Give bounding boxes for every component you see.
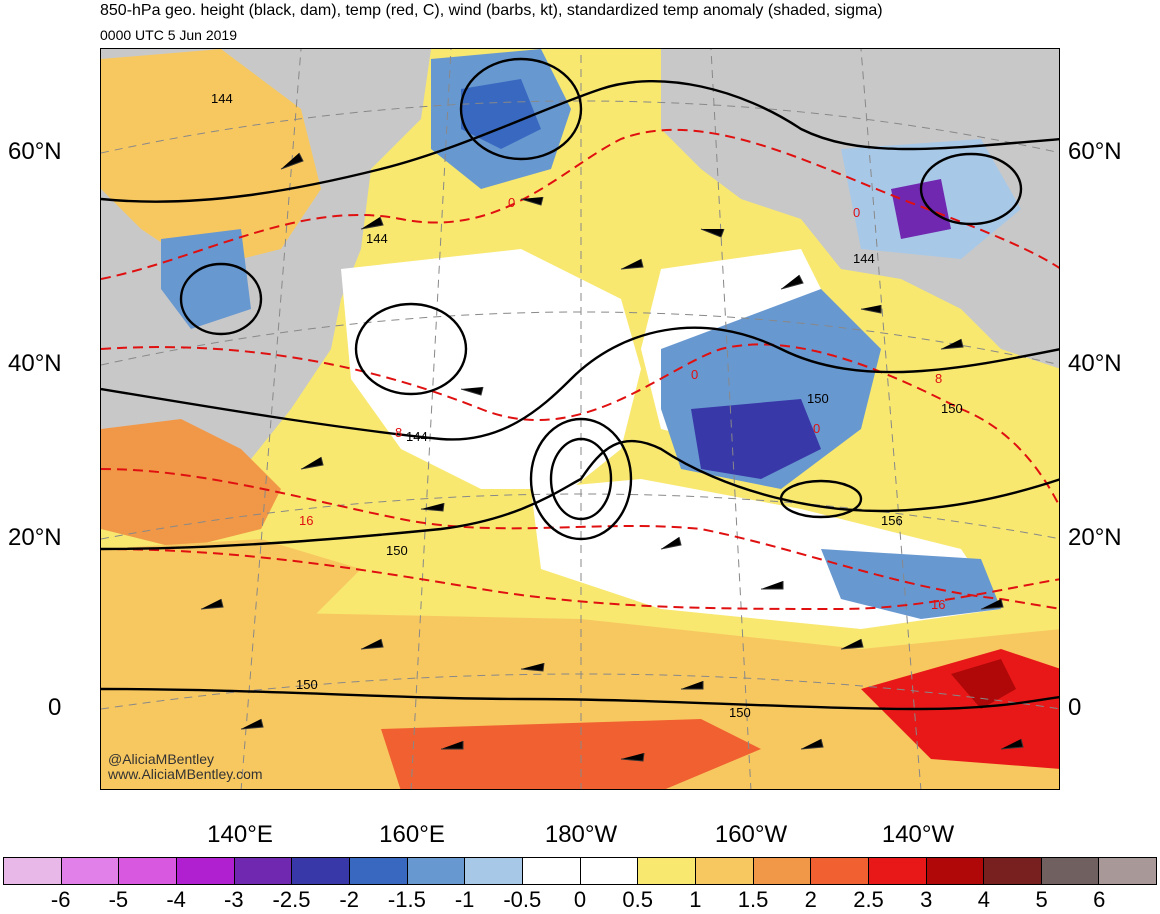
temp-contour-labels: 0 0 0 8 16 16 8 0 <box>299 195 945 612</box>
graticule <box>101 49 1059 789</box>
colorbar-swatch <box>811 858 869 884</box>
anomaly-cool-patch <box>161 229 251 329</box>
map-panel: 144 144 144 144 150 150 150 156 150 150 … <box>100 48 1060 790</box>
temperature-contours <box>101 128 1059 611</box>
colorbar-tick-label: 0.5 <box>622 887 653 912</box>
colorbar-swatch <box>580 858 639 884</box>
temp-contour-label: 0 <box>813 421 820 436</box>
lat-label-right: 0 <box>1068 694 1082 721</box>
height-contour-label: 150 <box>386 543 408 558</box>
height-contour-labels: 144 144 144 144 150 150 150 156 150 150 <box>211 91 963 720</box>
temp-contour-label: 0 <box>853 205 860 220</box>
credit-watermark: @AliciaMBentley www.AliciaMBentley.com <box>108 752 263 782</box>
height-contour-label: 144 <box>406 429 428 444</box>
colorbar-swatch <box>234 858 293 884</box>
temp-contour-label: 8 <box>395 425 402 440</box>
credit-handle: @AliciaMBentley <box>108 751 215 767</box>
anomaly-extreme-patch <box>951 659 1016 709</box>
chart-title: 850-hPa geo. height (black, dam), temp (… <box>100 2 883 19</box>
colorbar-tick-label: 6 <box>1093 887 1106 912</box>
height-contours <box>101 57 1059 711</box>
colorbar-tick-label: -2 <box>339 887 359 912</box>
colorbar-tick-label: -5 <box>108 887 129 912</box>
lat-label-right: 20°N <box>1068 524 1122 551</box>
temp-contour-label: 0 <box>508 195 515 210</box>
lat-label-right: 40°N <box>1068 350 1122 377</box>
anomaly-warm-patch <box>101 419 281 549</box>
colorbar-swatch <box>695 858 754 884</box>
lon-label: 180°W <box>544 821 618 848</box>
height-contour-label: 150 <box>807 391 829 406</box>
colorbar-tick-label: 5 <box>1035 887 1048 912</box>
height-contour-label: 144 <box>211 91 233 106</box>
anomaly-warm-patch <box>101 49 321 269</box>
colorbar-tick-label: -6 <box>50 887 71 912</box>
credit-url: www.AliciaMBentley.com <box>108 766 263 782</box>
colorbar-swatch <box>465 858 523 884</box>
colorbar-tick-label: 3 <box>920 887 933 912</box>
colorbar-tick-label: -0.5 <box>503 887 542 912</box>
lon-label: 140°W <box>881 821 955 848</box>
anomaly-colorbar <box>3 857 1157 885</box>
valid-time: 0000 UTC 5 Jun 2019 <box>100 27 237 43</box>
height-contour-label: 150 <box>296 677 318 692</box>
height-contour-label: 144 <box>853 251 875 266</box>
colorbar-swatch <box>292 858 350 884</box>
colorbar-swatch <box>176 858 235 884</box>
colorbar-swatch <box>4 858 62 884</box>
colorbar-tick-label: 2.5 <box>853 887 884 912</box>
temp-contour-label: 8 <box>935 371 942 386</box>
colorbar-tick-label: -2.5 <box>272 887 311 912</box>
map-canvas: 144 144 144 144 150 150 150 156 150 150 … <box>101 49 1059 789</box>
wind-barbs <box>200 152 1024 762</box>
colorbar-tick-label: 2 <box>804 887 817 912</box>
anomaly-cold-core <box>461 79 541 149</box>
anomaly-cold-core <box>691 399 821 479</box>
temp-contour-label: 16 <box>931 597 945 612</box>
colorbar-swatch <box>926 858 985 884</box>
temp-contour-label: 0 <box>691 367 698 382</box>
colorbar-tick-label: 0 <box>573 887 587 912</box>
lat-label-left: 40°N <box>8 350 62 377</box>
anomaly-hot-patch <box>381 719 761 789</box>
colorbar-swatch <box>1041 858 1100 884</box>
colorbar-tick-label: -1 <box>454 887 475 912</box>
colorbar-swatch <box>753 858 812 884</box>
colorbar-tick-label: -3 <box>224 887 244 912</box>
colorbar-swatch <box>638 858 696 884</box>
height-contour-label: 150 <box>941 401 963 416</box>
colorbar-tick-label: 1 <box>689 887 702 912</box>
colorbar-swatch <box>522 858 581 884</box>
height-contour-label: 150 <box>729 705 751 720</box>
lon-label: 160°W <box>714 821 788 848</box>
height-contour-label: 156 <box>881 513 903 528</box>
lat-label-left: 0 <box>48 694 62 721</box>
colorbar-swatch <box>868 858 927 884</box>
lat-label-left: 60°N <box>8 138 62 165</box>
colorbar-swatch <box>349 858 408 884</box>
colorbar-tick-label: 4 <box>977 887 991 912</box>
lat-label-left: 20°N <box>8 524 62 551</box>
temp-contour-label: 16 <box>299 513 313 528</box>
lat-label-right: 60°N <box>1068 138 1122 165</box>
colorbar-swatch <box>119 858 177 884</box>
anomaly-cold-core <box>891 179 951 239</box>
lon-label: 140°E <box>207 821 273 848</box>
colorbar-tick-label: -4 <box>166 887 186 912</box>
height-contour-label: 144 <box>366 231 388 246</box>
colorbar-swatch <box>1099 858 1157 884</box>
colorbar-tick-label: -1.5 <box>387 887 426 912</box>
anomaly-neutral-region <box>341 249 641 489</box>
colorbar-swatch <box>61 858 120 884</box>
colorbar-swatch <box>407 858 466 884</box>
lon-label: 160°E <box>379 821 445 848</box>
colorbar-tick-label: 1.5 <box>737 887 769 912</box>
colorbar-swatch <box>984 858 1042 884</box>
